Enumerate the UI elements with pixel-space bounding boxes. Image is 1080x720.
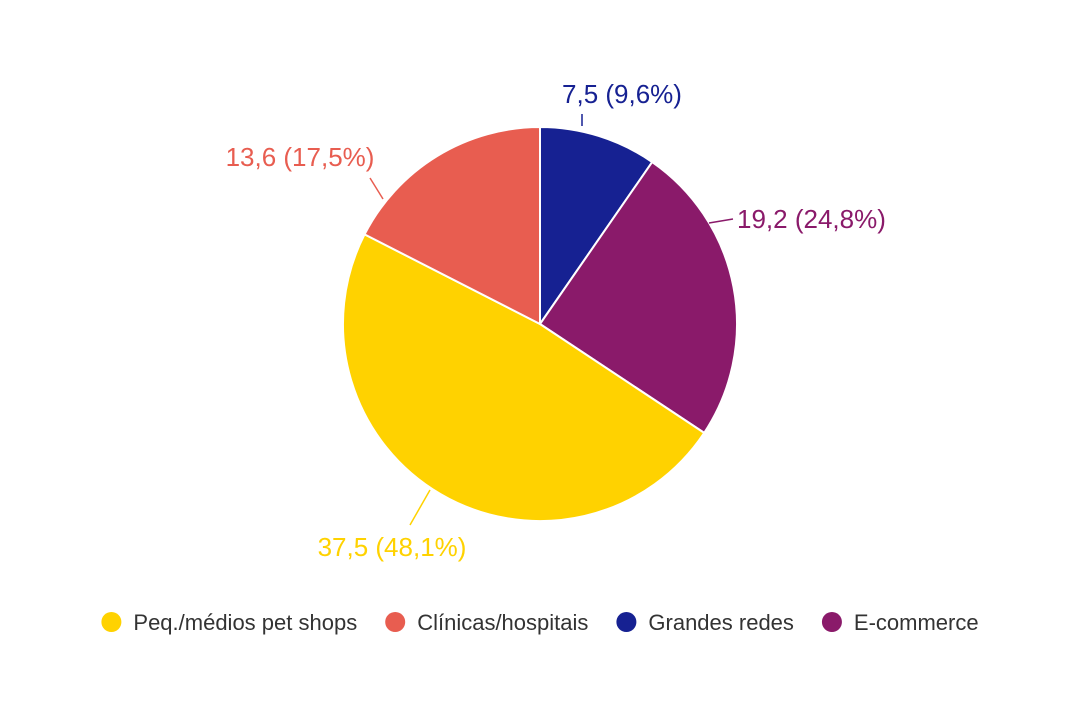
pie-slice-4 bbox=[363, 126, 541, 325]
leader-line-2 bbox=[708, 218, 734, 224]
legend-item-4: E-commerce bbox=[821, 610, 979, 635]
legend-marker-4 bbox=[821, 612, 842, 632]
pie-slice-1 bbox=[539, 126, 654, 325]
legend-label-1: Peq./médios pet shops bbox=[133, 610, 357, 635]
legend-label-2: Clínicas/hospitais bbox=[417, 610, 588, 635]
legend-item-1: Peq./médios pet shops bbox=[101, 610, 357, 635]
legend-item-3: Grandes redes bbox=[616, 610, 794, 635]
data-labels: 7,5 (9,6%) 19,2 (24,8%) 37,5 (48,1%) 13,6 (… bbox=[226, 79, 886, 562]
legend-marker-2 bbox=[385, 612, 406, 632]
leader-lines bbox=[369, 114, 734, 526]
slice-label-4: 13,6 (17,5%) bbox=[226, 142, 375, 172]
legend-item-2: Clínicas/hospitais bbox=[385, 610, 588, 635]
legend-label-4: E-commerce bbox=[854, 610, 979, 635]
pie-slice-3 bbox=[341, 233, 706, 523]
legend: Peq./médios pet shops Clínicas/hospitais G… bbox=[101, 610, 979, 635]
legend-label-3: Grandes redes bbox=[648, 610, 794, 635]
pie-slice-2 bbox=[539, 161, 738, 434]
slice-label-3: 37,5 (48,1%) bbox=[318, 532, 467, 562]
leader-line-4 bbox=[369, 177, 384, 200]
legend-marker-3 bbox=[616, 612, 637, 632]
slice-label-2: 19,2 (24,8%) bbox=[737, 204, 886, 234]
slice-label-1: 7,5 (9,6%) bbox=[562, 79, 682, 109]
legend-marker-1 bbox=[101, 612, 122, 632]
leader-line-3 bbox=[409, 489, 431, 526]
pie-slices bbox=[341, 126, 738, 523]
